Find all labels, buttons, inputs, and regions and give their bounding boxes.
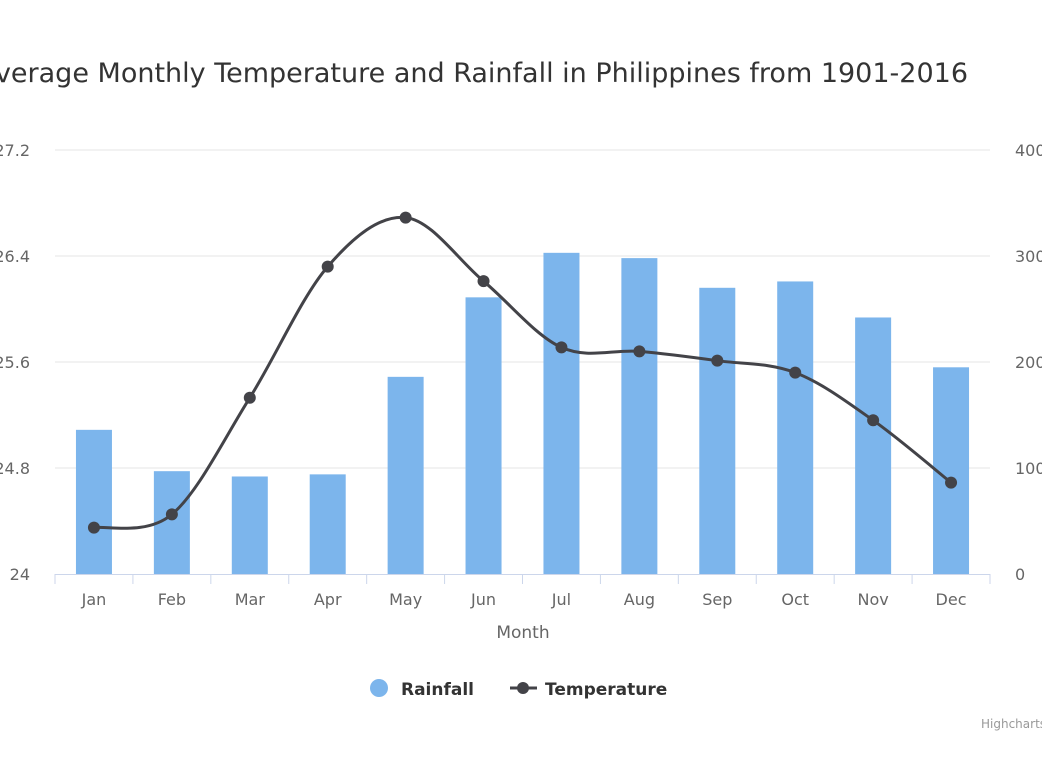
x-tick-label: Dec bbox=[936, 590, 967, 609]
rainfall-bar[interactable] bbox=[387, 376, 424, 574]
y-right-tick-label: 0 bbox=[1015, 565, 1025, 584]
y-right-tick-label: 300 bbox=[1015, 247, 1042, 266]
temperature-point[interactable] bbox=[87, 521, 100, 534]
temperature-point[interactable] bbox=[789, 366, 802, 379]
rainfall-bar[interactable] bbox=[543, 252, 580, 574]
rainfall-bar[interactable] bbox=[777, 281, 814, 574]
rainfall-bar[interactable] bbox=[309, 474, 346, 574]
y-left-tick-label: 25.6 bbox=[0, 353, 30, 372]
rainfall-bar[interactable] bbox=[855, 317, 892, 574]
temperature-series bbox=[87, 211, 958, 534]
x-axis: Jan Feb Mar Apr May Jun Jul Aug Sep Oct Nov Dec bbox=[54, 574, 991, 609]
temperature-line bbox=[93, 216, 952, 530]
legend-label-temperature: Temperature bbox=[545, 680, 667, 700]
y-left-tick-label: 26.4 bbox=[0, 247, 30, 266]
legend: Rainfall Temperature bbox=[370, 679, 667, 700]
temperature-point[interactable] bbox=[867, 414, 880, 427]
temperature-point[interactable] bbox=[633, 345, 646, 358]
rainfall-legend-symbol bbox=[370, 679, 388, 697]
rainfall-bar[interactable] bbox=[465, 297, 502, 574]
x-tick-label: Oct bbox=[781, 590, 809, 609]
temperature-point[interactable] bbox=[243, 391, 256, 404]
legend-label-rainfall: Rainfall bbox=[401, 680, 474, 700]
legend-item-temperature[interactable]: Temperature bbox=[510, 680, 667, 700]
chart-title: Average Monthly Temperature and Rainfall… bbox=[0, 58, 968, 89]
x-tick-label: Apr bbox=[314, 590, 342, 609]
y-left-tick-label: 24.8 bbox=[0, 459, 30, 478]
temperature-point[interactable] bbox=[555, 341, 568, 354]
temperature-point[interactable] bbox=[711, 354, 724, 367]
credits-link[interactable]: Highcharts.com bbox=[981, 717, 1042, 731]
x-tick-label: Jan bbox=[81, 590, 107, 609]
rainfall-bar[interactable] bbox=[75, 429, 112, 574]
rainfall-bar[interactable] bbox=[231, 476, 268, 574]
x-tick-label: May bbox=[389, 590, 422, 609]
temperature-point[interactable] bbox=[399, 211, 412, 224]
y-right-tick-label: 400 bbox=[1015, 141, 1042, 160]
y-axis-right: 0 100 200 300 400 bbox=[1015, 141, 1042, 584]
rainfall-series bbox=[75, 252, 970, 574]
x-tick-label: Nov bbox=[858, 590, 889, 609]
x-tick-label: Jul bbox=[551, 590, 571, 609]
x-tick-label: Mar bbox=[235, 590, 266, 609]
legend-item-rainfall[interactable]: Rainfall bbox=[370, 679, 474, 700]
x-tick-label: Feb bbox=[158, 590, 186, 609]
x-axis-title: Month bbox=[496, 623, 549, 643]
temperature-point[interactable] bbox=[477, 275, 490, 288]
temperature-point[interactable] bbox=[945, 476, 958, 489]
rainfall-bar[interactable] bbox=[621, 258, 658, 574]
x-tick-label: Jun bbox=[470, 590, 496, 609]
temperature-point[interactable] bbox=[321, 260, 334, 273]
y-right-tick-label: 100 bbox=[1015, 459, 1042, 478]
temperature-point[interactable] bbox=[165, 508, 178, 521]
y-axis-left: 24 24.8 25.6 26.4 27.2 bbox=[0, 141, 30, 584]
x-tick-label: Aug bbox=[624, 590, 655, 609]
rainfall-bar[interactable] bbox=[933, 367, 970, 574]
y-right-tick-label: 200 bbox=[1015, 353, 1042, 372]
y-left-tick-label: 24 bbox=[10, 565, 30, 584]
temperature-legend-symbol bbox=[517, 682, 529, 694]
rainfall-bar[interactable] bbox=[699, 287, 736, 574]
y-left-tick-label: 27.2 bbox=[0, 141, 30, 160]
grid bbox=[55, 149, 990, 469]
x-tick-label: Sep bbox=[702, 590, 732, 609]
